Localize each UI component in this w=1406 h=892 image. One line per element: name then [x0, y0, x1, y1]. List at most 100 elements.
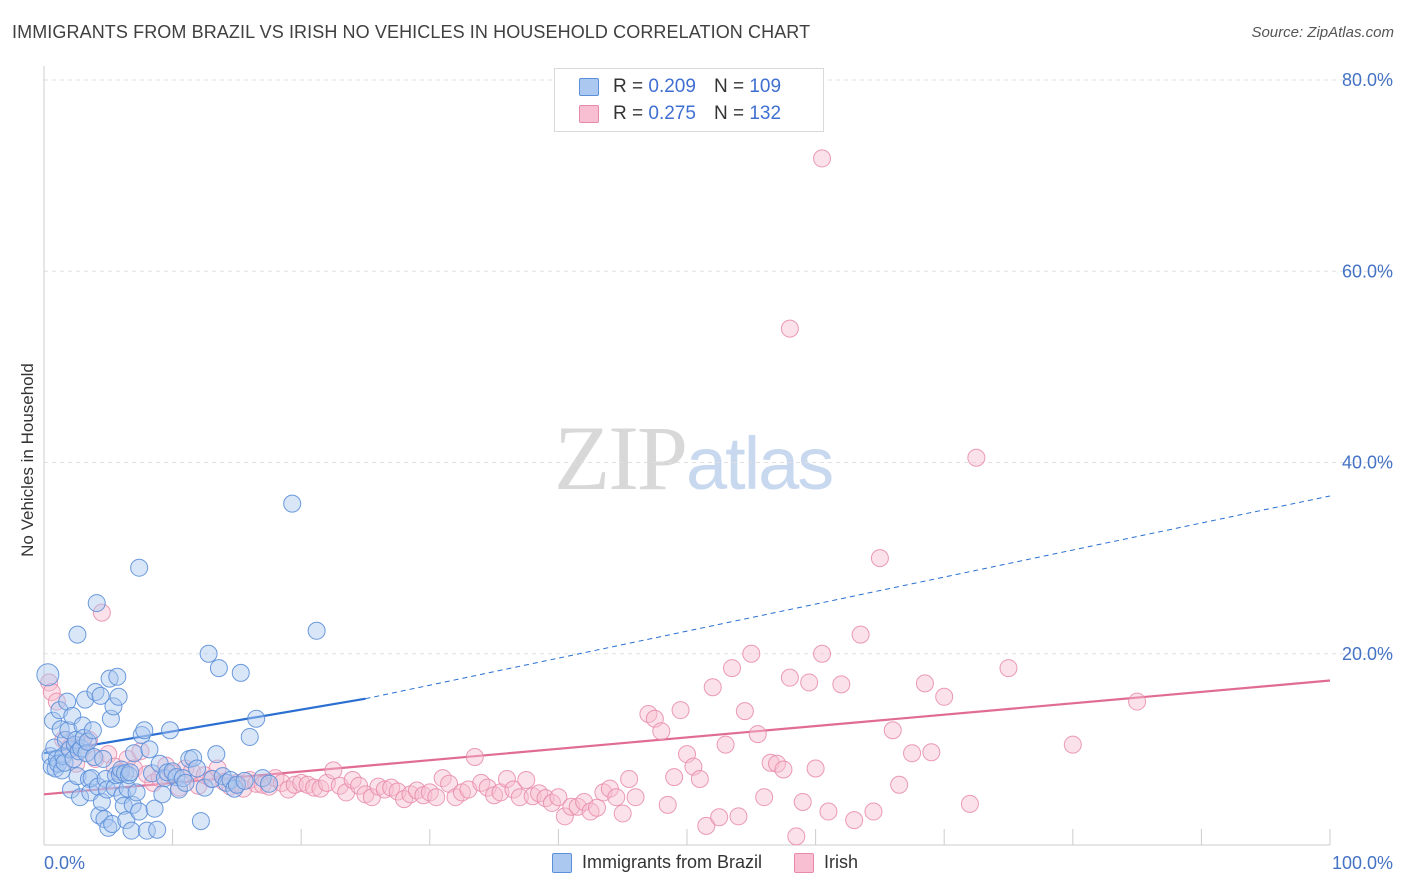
irish-point — [555, 807, 574, 826]
irish-point — [690, 770, 709, 789]
irish-point — [813, 644, 832, 663]
irish-point — [780, 668, 799, 687]
irish-point — [864, 802, 883, 821]
brazil-point — [94, 749, 113, 768]
tick-labels: 20.0% 40.0% 60.0% 80.0% 0.0% 100.0% — [44, 70, 1393, 873]
brazil-point — [36, 663, 60, 687]
legend-r-label: R = — [613, 103, 644, 124]
legend-item-brazil[interactable]: Immigrants from Brazil — [552, 852, 762, 873]
irish-point — [620, 770, 639, 789]
legend-r-label: R = — [613, 76, 644, 97]
correlation-legend: R = 0.209 N = 109 R = 0.275 N = 132 — [554, 68, 824, 132]
irish-point — [890, 775, 909, 794]
brazil-point — [191, 812, 210, 831]
legend-n-label: N = — [713, 76, 745, 97]
irish-point — [285, 775, 304, 794]
brazil-point — [130, 558, 149, 577]
legend-r-value: 0.275 — [648, 103, 696, 124]
irish-point — [42, 683, 61, 701]
legend-item-irish[interactable]: Irish — [794, 852, 858, 873]
irish-point — [755, 788, 774, 807]
brazil-point — [104, 697, 123, 716]
legend-label-brazil: Immigrants from Brazil — [582, 852, 763, 872]
watermark-zip: ZIP — [554, 407, 688, 509]
irish-point — [845, 811, 864, 830]
brazil-point — [153, 785, 172, 804]
brazil-point — [170, 780, 189, 799]
irish-points — [40, 149, 1147, 846]
irish-point — [710, 808, 729, 827]
brazil-point — [87, 594, 106, 613]
irish-point — [723, 659, 742, 678]
brazil-point — [135, 721, 154, 740]
irish-point — [999, 659, 1018, 678]
brazil-point — [137, 821, 156, 840]
irish-point — [903, 744, 922, 763]
brazil-point — [184, 748, 203, 767]
y-tick-label: 60.0% — [1342, 261, 1393, 281]
brazil-point — [240, 727, 259, 746]
brazil-point — [125, 744, 144, 763]
irish-point — [1063, 735, 1082, 754]
irish-point — [465, 748, 484, 767]
brazil-point — [148, 820, 167, 839]
irish-point — [787, 827, 806, 846]
irish-point — [774, 760, 793, 779]
irish-point — [851, 625, 870, 644]
brazil-point — [199, 644, 218, 663]
brazil-point — [235, 771, 254, 790]
brazil-point — [130, 802, 149, 821]
x-tick-label: 0.0% — [44, 853, 85, 873]
irish-point — [658, 795, 677, 814]
brazil-point — [283, 494, 302, 513]
irish-point — [922, 743, 941, 762]
source-credit: Source: ZipAtlas.com — [1251, 24, 1394, 41]
irish-point — [967, 448, 986, 467]
x-tick-label: 100.0% — [1332, 853, 1393, 873]
legend-swatch-irish — [794, 852, 815, 873]
legend-row-irish: R = 0.275 N = 132 — [579, 102, 781, 126]
irish-point — [960, 794, 979, 813]
grid-lines — [44, 79, 1392, 655]
irish-point — [716, 735, 735, 754]
legend-r-value: 0.209 — [648, 76, 696, 97]
irish-point — [517, 770, 536, 789]
brazil-point — [85, 748, 104, 767]
brazil-trend — [43, 495, 1331, 755]
y-tick-label: 80.0% — [1342, 70, 1393, 90]
brazil-point — [307, 621, 326, 640]
brazil-point — [127, 783, 146, 802]
y-axis-label: No Vehicles in Household — [18, 363, 37, 557]
irish-point — [549, 788, 568, 807]
irish-point — [504, 780, 523, 799]
legend-n-value: 132 — [749, 103, 782, 124]
irish-point — [427, 788, 446, 807]
brazil-point — [145, 799, 164, 818]
irish-point — [510, 788, 529, 807]
irish-point — [819, 802, 838, 821]
brazil-point — [207, 745, 226, 764]
brazil-trend-extension — [365, 495, 1331, 700]
irish-point — [780, 319, 799, 338]
brazil-point — [132, 726, 151, 745]
brazil-point — [58, 692, 77, 711]
brazil-point — [109, 687, 128, 706]
brazil-point — [140, 740, 159, 759]
brazil-point — [55, 753, 74, 772]
brazil-point — [119, 766, 138, 785]
irish-point — [813, 149, 832, 168]
brazil-point — [122, 821, 141, 840]
brazil-point — [108, 667, 127, 686]
axes — [43, 66, 1331, 846]
irish-point — [729, 807, 748, 826]
irish-point — [735, 702, 754, 721]
brazil-point — [103, 814, 122, 833]
brazil-point — [209, 659, 228, 678]
irish-point — [883, 721, 902, 740]
irish-point — [870, 549, 889, 568]
brazil-point — [188, 759, 207, 778]
y-tick-label: 20.0% — [1342, 644, 1393, 664]
brazil-point — [117, 811, 136, 830]
brazil-point — [203, 770, 222, 789]
